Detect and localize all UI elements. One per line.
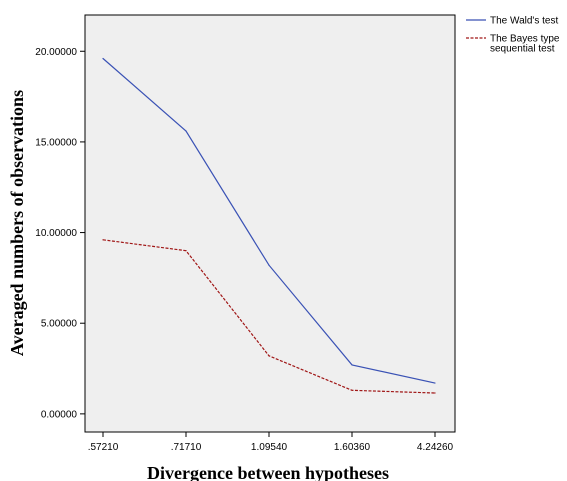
legend-label: The Wald's test	[490, 16, 558, 27]
y-tick-label: 20.00000	[35, 47, 77, 58]
y-axis-title: Averaged numbers of observations	[7, 90, 27, 356]
x-axis: .57210 .71710 1.09540 1.60360 4.24260	[88, 432, 454, 453]
x-tick-label: 4.24260	[417, 442, 454, 453]
y-tick-label: 15.00000	[35, 137, 77, 148]
legend-label: sequential test	[490, 44, 555, 55]
data-point	[434, 382, 436, 384]
y-tick-label: 10.00000	[35, 228, 77, 239]
data-point	[268, 264, 270, 266]
legend: The Wald's test The Bayes typesequential …	[466, 16, 560, 55]
x-tick-label: .71710	[171, 442, 202, 453]
data-point	[268, 355, 270, 357]
x-tick-label: 1.09540	[251, 442, 288, 453]
data-point	[185, 130, 187, 132]
data-point	[434, 392, 436, 394]
y-tick-label: 5.00000	[41, 319, 78, 330]
y-tick-label: 0.00000	[41, 409, 78, 420]
data-point	[185, 250, 187, 252]
data-point	[351, 364, 353, 366]
legend-label: The Bayes type	[490, 34, 560, 45]
x-axis-title: Divergence between hypotheses	[147, 463, 389, 481]
y-axis: 0.00000 5.00000 10.00000 15.00000 20.00000	[35, 47, 85, 420]
plot-area	[84, 14, 456, 433]
x-tick-label: 1.60360	[334, 442, 371, 453]
data-point	[102, 239, 104, 241]
series-group	[102, 57, 436, 394]
data-point	[102, 57, 104, 60]
x-tick-label: .57210	[88, 442, 119, 453]
data-point	[351, 389, 353, 391]
